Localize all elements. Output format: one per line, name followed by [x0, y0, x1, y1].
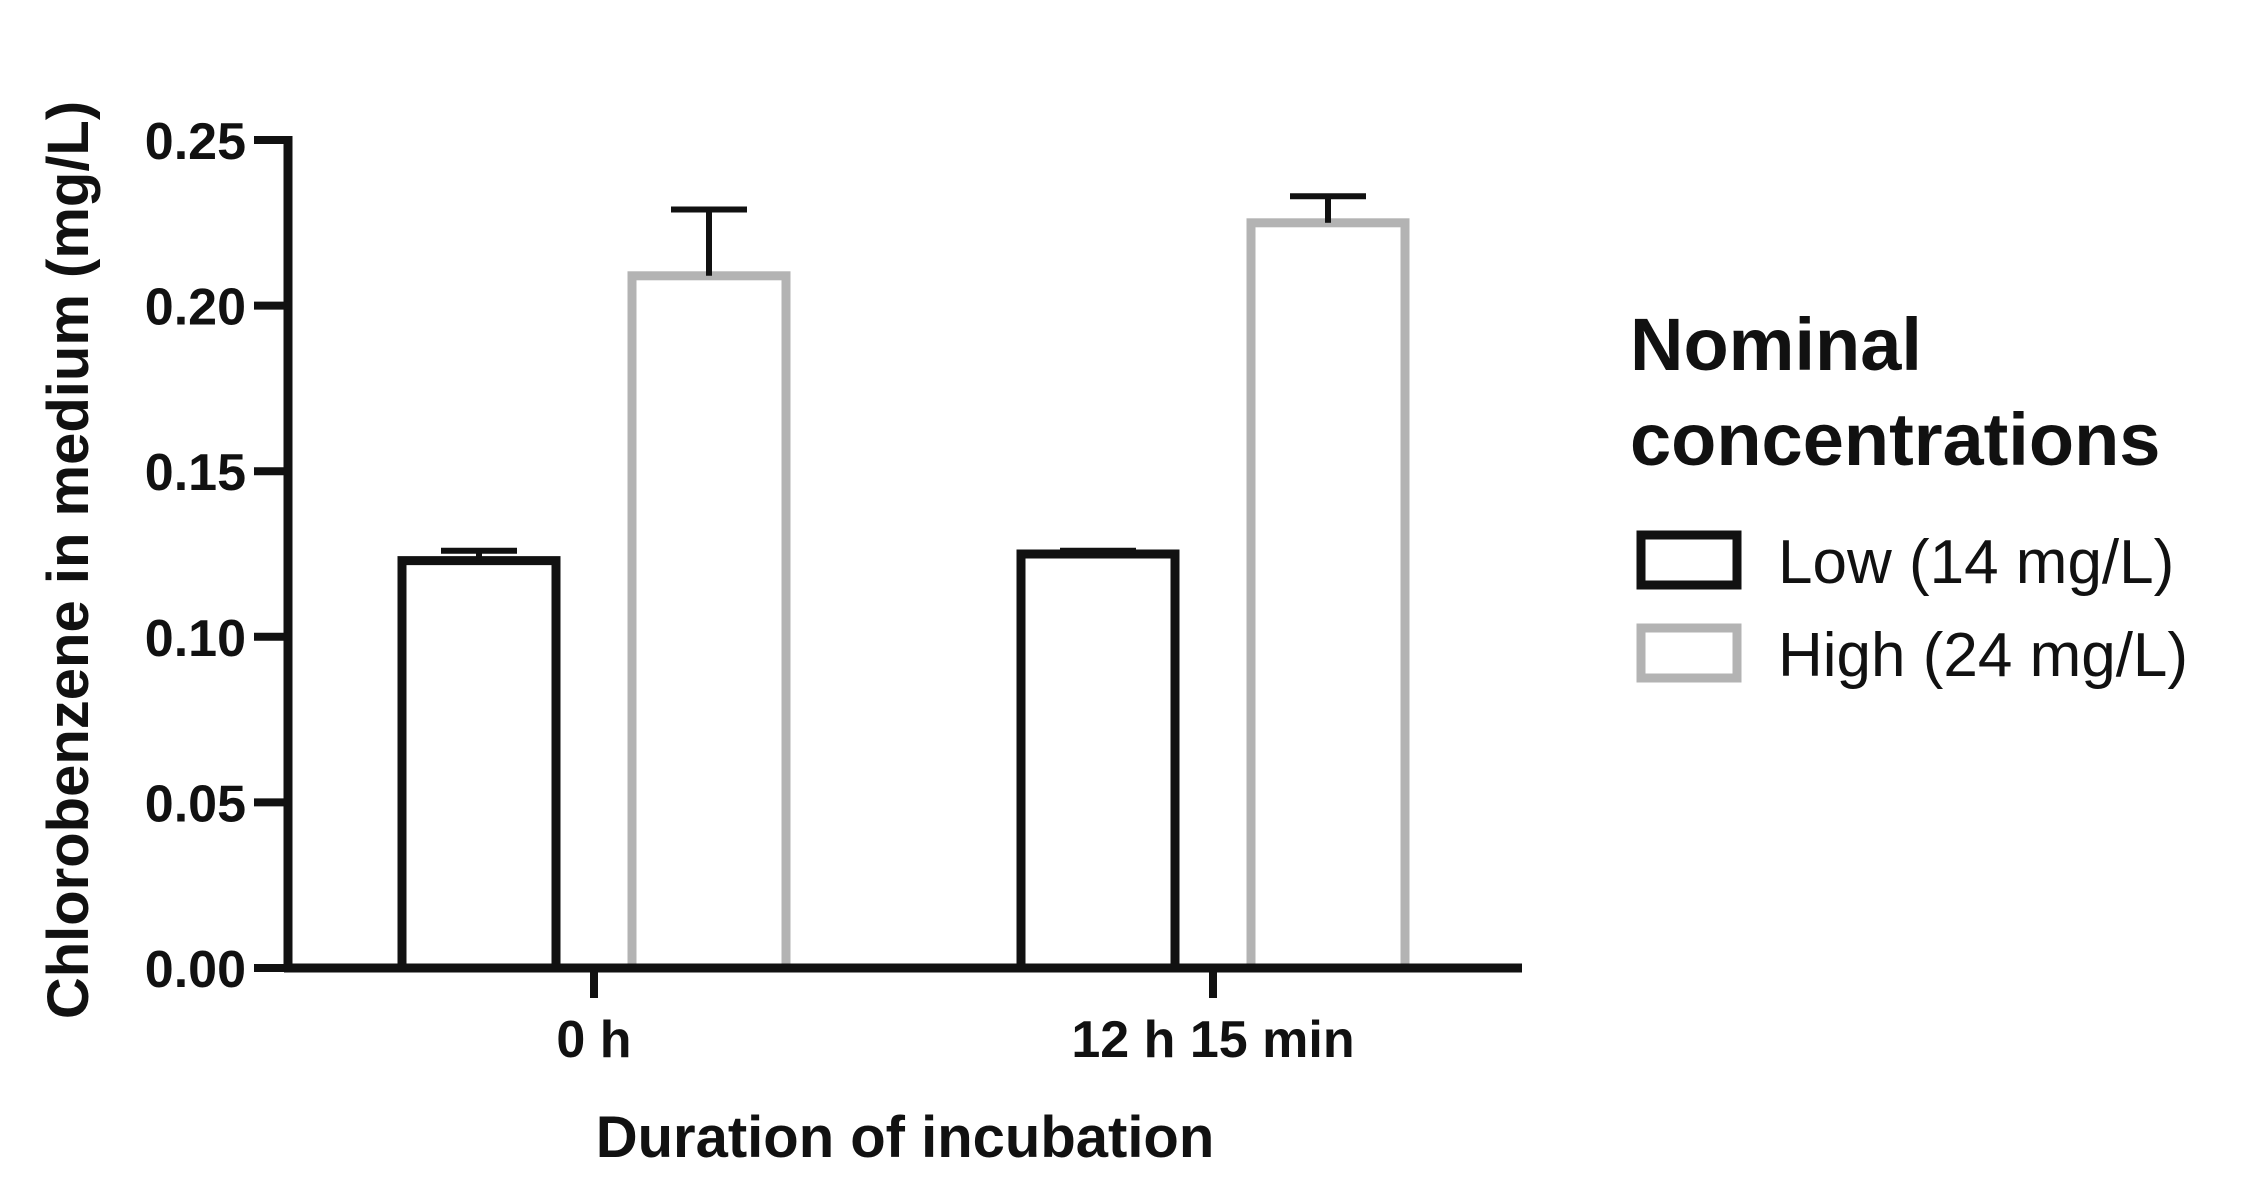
y-tick-label: 0.05: [145, 775, 246, 833]
bar-low-0: [397, 556, 561, 973]
y-axis-title: Chlorobenzene in medium (mg/L): [36, 101, 101, 1019]
legend-label-low: Low (14 mg/L): [1778, 528, 2174, 597]
y-tick-label: 0.15: [145, 444, 246, 502]
legend-swatch-high: [1636, 623, 1742, 683]
x-axis: 0 h 12 h 15 min: [284, 963, 1522, 1069]
plot-area: [397, 193, 1410, 973]
y-tick-label: 0.00: [145, 941, 246, 999]
legend-title-line-1: Nominal: [1630, 303, 1922, 386]
x-axis-title: Duration of incubation: [596, 1105, 1215, 1170]
legend-title-line-2: concentrations: [1630, 398, 2160, 481]
y-tick-label: 0.25: [145, 113, 246, 171]
y-axis: 0.00 0.05 0.10 0.15 0.20 0.25: [145, 113, 293, 999]
legend-label-high: High (24 mg/L): [1778, 621, 2188, 690]
bar-high-1: [1246, 218, 1410, 973]
bar-high-0: [627, 271, 791, 973]
x-tick-label: 0 h: [556, 1011, 631, 1069]
y-tick-label: 0.20: [145, 279, 246, 337]
y-tick-label: 0.10: [145, 610, 246, 668]
bar-low-1: [1016, 549, 1180, 973]
legend-swatch-low: [1636, 530, 1742, 590]
legend: Nominal concentrations Low (14 mg/L) Hig…: [1630, 303, 2188, 690]
x-tick-label: 12 h 15 min: [1071, 1011, 1354, 1069]
